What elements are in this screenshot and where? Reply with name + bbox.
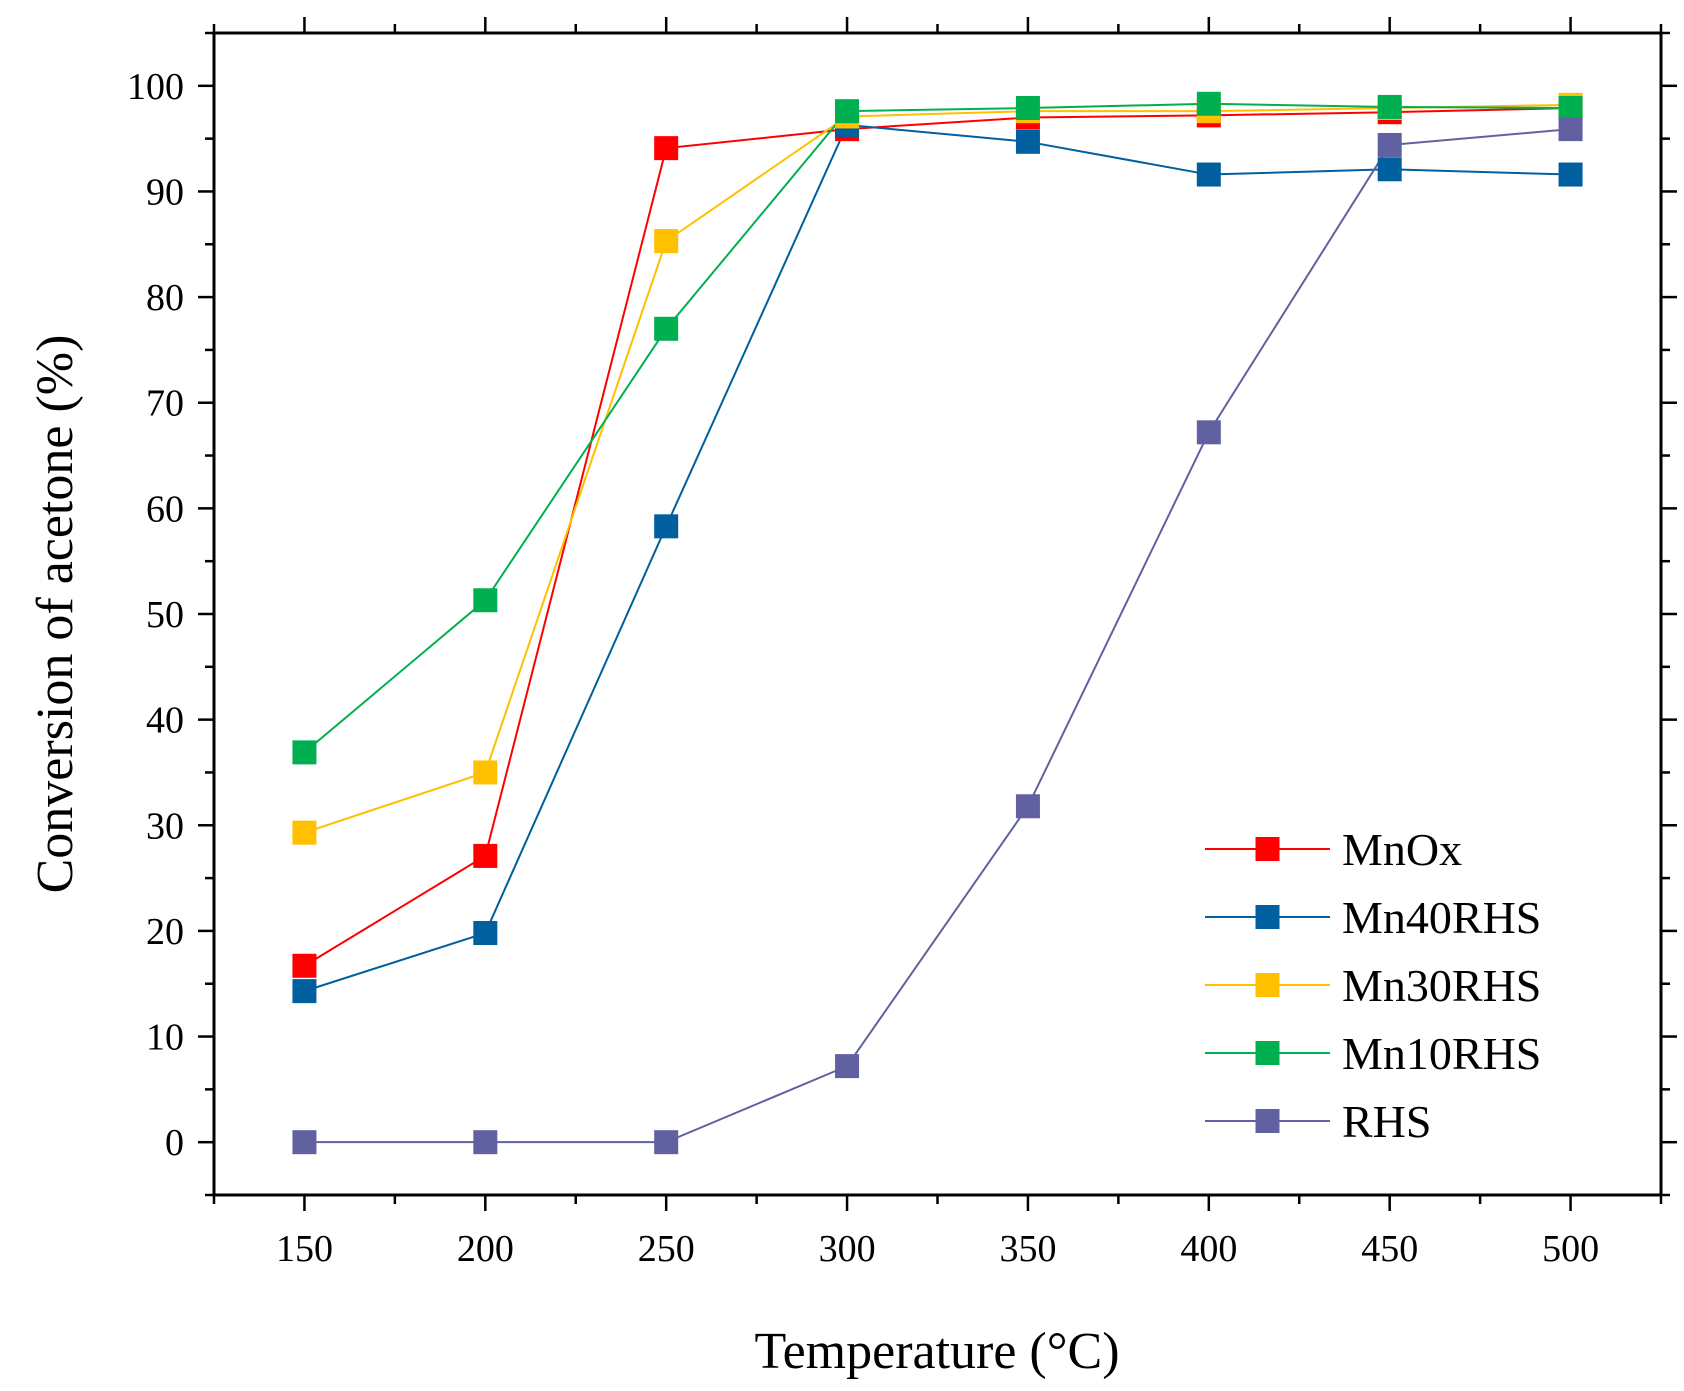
y-tick-label: 0 [165, 1122, 184, 1164]
data-point-rhs [473, 1130, 498, 1155]
y-tick-label: 40 [146, 700, 184, 742]
series-line-mn10rhs [303, 102, 1571, 754]
data-point-mn40rhs [1015, 129, 1040, 154]
series-line-mn30rhs [304, 103, 1571, 834]
legend-label-rhs: RHS [1342, 1096, 1431, 1147]
y-tick-label: 100 [127, 66, 184, 108]
series-layer [292, 91, 1583, 1155]
data-point-mn30rhs [473, 760, 498, 785]
data-point-mnox [473, 843, 498, 868]
legend-marker-rhs [1255, 1109, 1280, 1133]
data-point-mn40rhs [292, 979, 317, 1004]
plot-frame [212, 31, 1663, 1197]
x-tick-label: 400 [1180, 1228, 1237, 1270]
y-axis-ticks: 0 10 20 30 40 50 60 70 80 90 100 [127, 31, 1677, 1197]
data-point-rhs [1377, 132, 1402, 157]
y-tick-label: 90 [146, 171, 184, 213]
data-point-rhs [654, 1130, 679, 1155]
y-tick-label: 70 [146, 383, 184, 425]
data-point-mn10rhs [1015, 96, 1040, 121]
data-point-mn10rhs [1558, 96, 1583, 121]
legend-label-mn40rhs: Mn40RHS [1342, 892, 1541, 943]
x-tick-label: 350 [999, 1228, 1056, 1270]
legend-label-mn30rhs: Mn30RHS [1342, 960, 1541, 1011]
data-point-rhs [1015, 794, 1040, 819]
x-tick-label: 250 [638, 1228, 695, 1270]
data-point-mn40rhs [1196, 162, 1221, 187]
x-axis-title: Temperature (°C) [754, 1323, 1119, 1380]
legend-label-mnox: MnOx [1342, 824, 1462, 875]
data-point-mn10rhs [1196, 91, 1221, 116]
x-tick-label: 450 [1361, 1228, 1418, 1270]
data-point-mn40rhs [473, 921, 498, 946]
legend-marker-mn10rhs [1255, 1041, 1280, 1065]
legend-marker-mn30rhs [1255, 973, 1280, 997]
data-point-mnox [292, 953, 317, 978]
data-point-mn30rhs [654, 229, 679, 254]
series-line-mnox [303, 107, 1571, 967]
y-tick-label: 30 [146, 805, 184, 847]
x-tick-label: 500 [1542, 1228, 1599, 1270]
data-point-mn10rhs [1377, 94, 1402, 119]
y-tick-label: 80 [146, 277, 184, 319]
x-axis-ticks: 150 200 250 300 350 400 450 500 [212, 17, 1663, 1270]
data-point-rhs [1558, 117, 1583, 142]
legend-label-mn10rhs: Mn10RHS [1342, 1028, 1541, 1079]
y-tick-label: 60 [146, 488, 184, 530]
data-point-mn40rhs [1377, 157, 1402, 182]
legend-marker-mn40rhs [1255, 905, 1280, 929]
data-point-mnox [654, 136, 679, 161]
y-tick-label: 50 [146, 594, 184, 636]
x-tick-label: 200 [457, 1228, 514, 1270]
data-point-mn40rhs [1558, 162, 1583, 187]
series-line-rhs [304, 128, 1571, 1144]
data-point-rhs [835, 1054, 860, 1079]
legend: MnOx Mn40RHS Mn30RHS Mn10RHS RHS [1205, 824, 1541, 1147]
x-tick-label: 300 [819, 1228, 876, 1270]
data-point-mn10rhs [654, 316, 679, 341]
data-point-mn10rhs [835, 99, 860, 124]
data-point-mn10rhs [292, 740, 317, 765]
data-point-rhs [1196, 420, 1221, 445]
data-point-mn30rhs [292, 820, 317, 845]
data-point-rhs [292, 1130, 317, 1155]
y-axis-title: Conversion of acetone (%) [27, 335, 84, 894]
series-line-mn40rhs [304, 123, 1571, 993]
data-point-mn10rhs [473, 588, 498, 613]
y-tick-label: 10 [146, 1017, 184, 1059]
legend-marker-mnox [1255, 837, 1280, 861]
y-tick-label: 20 [146, 911, 184, 953]
x-tick-label: 150 [276, 1228, 333, 1270]
data-point-mn40rhs [654, 514, 679, 539]
